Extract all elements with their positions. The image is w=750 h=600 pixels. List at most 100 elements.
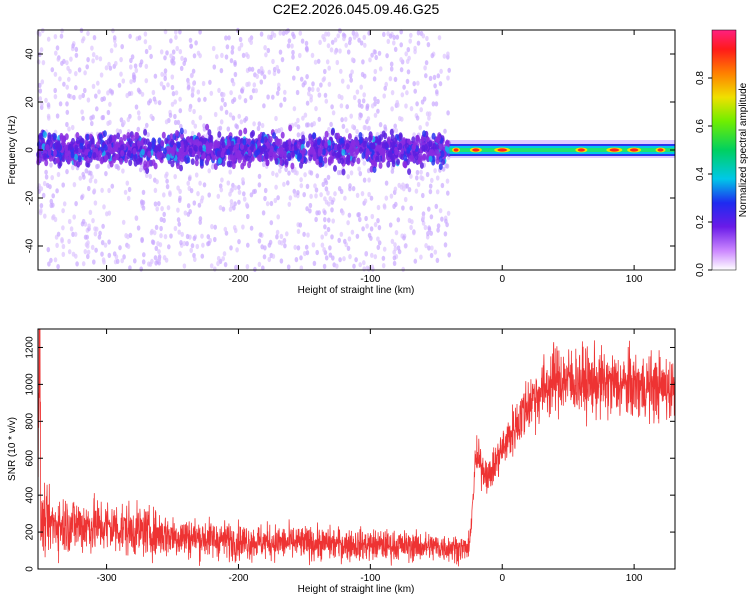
spectrogram-core-speckle (358, 147, 363, 154)
spectrogram-speckle (355, 128, 359, 135)
spectrogram-speckle (224, 54, 229, 60)
spectrogram-speckle (243, 98, 248, 104)
spectrogram-core-speckle (154, 146, 159, 154)
spectrogram-speckle (348, 183, 352, 189)
spectrogram-speckle (101, 223, 105, 229)
spectrogram-speckle (446, 210, 451, 216)
spectrogram-speckle (296, 65, 300, 72)
spectrogram-speckle (216, 193, 221, 199)
spectrogram-speckle (443, 242, 448, 248)
spectrogram-speckle (159, 49, 164, 55)
spectrogram-speckle (393, 46, 398, 53)
spectrogram-speckle (327, 217, 331, 223)
spectrogram-speckle (355, 89, 360, 95)
spectrogram-speckle (321, 181, 326, 187)
spectrogram-speckle (285, 231, 289, 237)
spectrogram-core-speckle (438, 163, 443, 171)
spectrogram-speckle (409, 32, 413, 38)
spectrogram-core-speckle (403, 154, 408, 162)
spectrogram-core-speckle (151, 159, 156, 167)
spectrogram-speckle (373, 49, 377, 55)
spectrogram-speckle (447, 252, 452, 258)
spectrogram-speckle (247, 81, 251, 87)
spectrogram-speckle (134, 67, 139, 74)
spectrogram-speckle (53, 216, 58, 223)
spectrogram-speckle (95, 106, 99, 112)
spectrogram-speckle (115, 258, 120, 264)
spectrogram-core-speckle (79, 142, 84, 150)
spectrogram-speckle (305, 47, 309, 53)
spectrogram-core-speckle (64, 133, 69, 141)
spectrogram-speckle (319, 82, 323, 88)
spectrogram-core-speckle (247, 161, 252, 169)
spectrogram-speckle (293, 192, 298, 198)
spectrogram-core-speckle (69, 143, 74, 151)
spectrogram-core-speckle (180, 155, 185, 163)
spectrogram-speckle (154, 245, 159, 251)
spectrogram-speckle (80, 194, 84, 201)
spectrogram-speckle (329, 47, 334, 53)
spectrogram-speckle (241, 224, 245, 230)
spectrogram-core-speckle (227, 154, 232, 161)
spectrogram-speckle (257, 68, 261, 74)
spectrogram-speckle (121, 168, 125, 174)
spectrogram-speckle (46, 247, 51, 253)
spectrogram-core-speckle (176, 141, 181, 149)
spectrogram-speckle (198, 53, 202, 59)
spectrogram-speckle (383, 85, 388, 91)
spectrogram-speckle (399, 57, 403, 63)
spectrogram-core-speckle (422, 130, 427, 138)
spectrogram-speckle (359, 112, 364, 118)
spectrogram-speckle (145, 122, 149, 128)
spectrogram-speckle (358, 216, 362, 223)
spectrogram-speckle (80, 38, 85, 44)
spectrogram-speckle (414, 247, 419, 253)
spectrogram-speckle (77, 67, 82, 73)
spectrogram-core-speckle (369, 165, 374, 173)
spectrogram-speckle (433, 83, 437, 89)
spectrogram-speckle (348, 73, 353, 79)
spectrogram-speckle (86, 30, 90, 36)
spectrogram-speckle (362, 177, 367, 183)
spectrogram-speckle (269, 220, 274, 226)
spectrogram-core-speckle (44, 159, 49, 167)
spectrogram-speckle (118, 245, 122, 251)
spectrogram-speckle (294, 121, 298, 127)
spectrogram-core-speckle (102, 130, 107, 138)
spectrogram-speckle (38, 88, 43, 94)
y-tick-label: -40 (25, 238, 36, 253)
spectrogram-core-speckle (421, 145, 426, 152)
spectrogram-speckle (151, 89, 156, 96)
spectrogram-speckle (201, 242, 205, 248)
spectrogram-speckle (357, 37, 361, 43)
spectrogram-speckle (157, 100, 162, 106)
spectrogram-core-speckle (336, 132, 341, 140)
spectrogram-speckle (153, 73, 158, 79)
colorbar-tick-label: 0.2 (695, 215, 706, 229)
spectrogram-speckle (413, 258, 418, 264)
spectrogram-speckle (373, 254, 378, 260)
spectrogram-speckle (362, 266, 367, 272)
spectrogram-speckle (192, 80, 196, 86)
spectrogram-speckle (176, 185, 180, 191)
spectrogram-speckle (309, 193, 313, 199)
narrow-band-peak-core (453, 148, 459, 152)
spectrogram-speckle (425, 111, 430, 117)
spectrogram-core-speckle (147, 150, 152, 158)
spectrogram-core-speckle (386, 136, 391, 144)
spectrogram-core-speckle (324, 130, 329, 138)
spectrogram-speckle (84, 168, 89, 174)
spectrogram-core-speckle (108, 135, 113, 143)
spectrogram-speckle (163, 68, 168, 74)
spectrogram-speckle (96, 80, 100, 86)
spectrogram-speckle (393, 242, 397, 248)
spectrogram-speckle (373, 222, 378, 228)
spectrogram-core-speckle (80, 137, 84, 145)
spectrogram-speckle (304, 244, 309, 250)
spectrogram-speckle (85, 243, 90, 249)
spectrogram-core-speckle (422, 153, 427, 161)
spectrogram-speckle (174, 29, 178, 35)
spectrogram-speckle (98, 230, 102, 236)
spectrogram-speckle (257, 261, 262, 267)
